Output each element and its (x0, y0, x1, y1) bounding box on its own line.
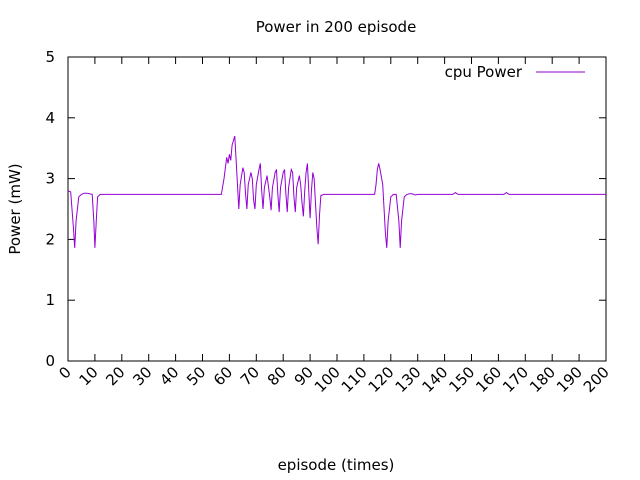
y-tick-label: 5 (45, 48, 55, 66)
y-axis-label: Power (mW) (6, 163, 24, 254)
y-tick-label: 2 (45, 230, 55, 248)
x-axis: 0 10 20 30 40 50 60 70 80 90100110120130140150160… (55, 57, 613, 396)
plot-frame (67, 56, 607, 362)
series-line-cpu-power (67, 135, 606, 248)
x-tick-label: 20 (102, 363, 128, 389)
x-tick-label: 170 (499, 363, 532, 396)
legend: cpu Power (445, 63, 585, 81)
chart-title: Power in 200 episode (256, 18, 417, 36)
x-tick-label: 30 (129, 363, 155, 389)
x-tick-label: 150 (445, 363, 478, 396)
y-tick-label: 4 (45, 109, 55, 127)
x-tick-label: 40 (156, 363, 182, 389)
y-tick-label: 1 (45, 291, 55, 309)
x-tick-label: 200 (580, 363, 613, 396)
x-tick-label: 100 (311, 363, 344, 396)
legend-label-cpu-power: cpu Power (445, 63, 523, 81)
x-tick-label: 60 (210, 363, 236, 389)
x-tick-label: 190 (553, 363, 586, 396)
x-tick-label: 50 (183, 363, 209, 389)
x-tick-label: 160 (472, 363, 505, 396)
x-tick-label: 120 (365, 363, 398, 396)
y-tick-label: 3 (45, 170, 55, 188)
y-tick-label: 0 (45, 352, 55, 370)
x-tick-label: 0 (55, 363, 74, 382)
y-axis: 0 1 2 3 4 5 (45, 48, 606, 370)
x-tick-label: 80 (264, 363, 290, 389)
x-tick-label: 180 (526, 363, 559, 396)
x-tick-label: 10 (75, 363, 101, 389)
x-axis-label: episode (times) (278, 456, 395, 474)
x-tick-label: 130 (392, 363, 425, 396)
x-tick-label: 140 (418, 363, 451, 396)
x-tick-label: 110 (338, 363, 371, 396)
x-tick-label: 70 (237, 363, 263, 389)
